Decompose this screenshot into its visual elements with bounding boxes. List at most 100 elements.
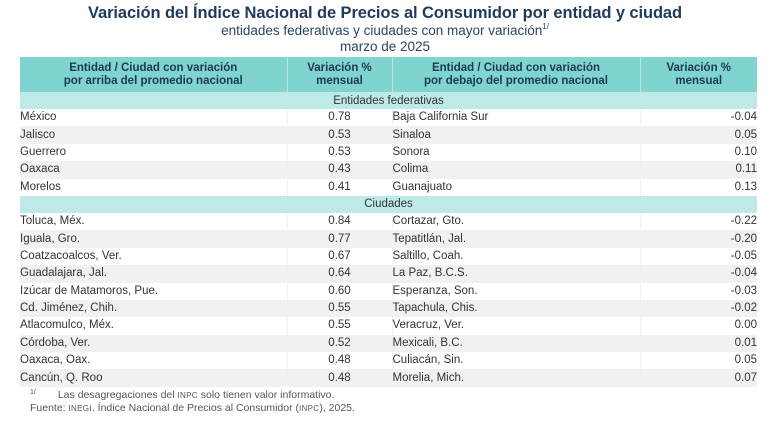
cell-above-name: Iguala, Gro. bbox=[20, 230, 287, 248]
header-text: mensual bbox=[675, 74, 723, 87]
cell-below-value: 0.11 bbox=[639, 161, 757, 179]
cell-above-value: 0.41 bbox=[286, 178, 392, 196]
table-row: México 0.78 Baja California Sur -0.04 bbox=[20, 109, 757, 127]
table-row: Toluca, Méx. 0.84 Cortazar, Gto. -0.22 bbox=[20, 212, 757, 231]
report-title: Variación del Índice Nacional de Precios… bbox=[88, 4, 682, 22]
cell-above-name: México bbox=[20, 111, 57, 124]
header-text: por debajo del promedio nacional bbox=[423, 74, 609, 87]
source-text-pre: . Índice Nacional de Precios al Consumid… bbox=[91, 402, 299, 414]
cell-above-value: 0.64 bbox=[286, 265, 392, 283]
header-below-value: Variación % mensual bbox=[639, 57, 757, 92]
table-header-row: Entidad / Ciudad con variación por arriba… bbox=[20, 57, 757, 92]
report-subtitle: entidades federativas y ciudades con may… bbox=[0, 22, 770, 38]
cell-below-value: 0.01 bbox=[639, 334, 757, 353]
footnote-text-pre: Las desagregaciones del bbox=[57, 389, 178, 401]
table-row: Morelos 0.41 Guanajuato 0.13 bbox=[20, 178, 757, 196]
cell-below-value: -0.04 bbox=[639, 265, 757, 283]
section-label: Entidades federativas bbox=[20, 92, 757, 109]
cell-below-value: -0.02 bbox=[639, 299, 757, 318]
table-row: Izúcar de Matamoros, Pue. 0.60 Esperanza, … bbox=[20, 282, 757, 300]
footnote-abbrev: INPC bbox=[177, 391, 198, 400]
header-above-name: Entidad / Ciudad con variación por arriba… bbox=[20, 57, 287, 92]
cell-above-name: Izúcar de Matamoros, Pue. bbox=[20, 284, 159, 297]
cell-above-value: 0.53 bbox=[286, 143, 392, 162]
cell-above-value: 0.53 bbox=[286, 126, 392, 144]
cell-above-name: Morelos bbox=[20, 180, 61, 193]
cell-below-value: 0.05 bbox=[639, 126, 757, 144]
cell-above-name: Guadalajara, Jal. bbox=[20, 265, 287, 283]
cell-below-name: La Paz, B.C.S. bbox=[391, 265, 640, 283]
source-label: Fuente: bbox=[30, 402, 69, 414]
cell-below-name: Sinaloa bbox=[391, 126, 640, 144]
cell-below-name: Veracruz, Ver. bbox=[391, 317, 640, 335]
cell-above-name: Atlacomulco, Méx. bbox=[20, 319, 114, 332]
cell-above-value: 0.48 bbox=[286, 369, 392, 387]
header-text: Entidad / Ciudad con variación bbox=[69, 61, 238, 74]
table-row: Córdoba, Ver. 0.52 Mexicali, B.C. 0.01 bbox=[20, 334, 757, 353]
cell-above-value: 0.78 bbox=[286, 109, 392, 127]
subtitle-text: entidades federativas y ciudades con may… bbox=[221, 23, 543, 38]
cell-below-name: Saltillo, Coah. bbox=[391, 247, 640, 266]
cell-below-value: -0.05 bbox=[639, 247, 757, 266]
cell-above-name: Toluca, Méx. bbox=[20, 215, 85, 228]
section-row: Ciudades bbox=[20, 195, 757, 213]
table-row: Atlacomulco, Méx. 0.55 Veracruz, Ver. 0.00 bbox=[20, 317, 757, 335]
cell-below-name: Mexicali, B.C. bbox=[391, 334, 640, 353]
source-text-post: ), 2025. bbox=[319, 402, 355, 414]
table-row: Cancún, Q. Roo 0.48 Morelia, Mich. 0.07 bbox=[20, 369, 757, 387]
cell-below-name: Guanajuato bbox=[391, 178, 640, 196]
footnote-text-post: solo tienen valor informativo. bbox=[197, 389, 335, 401]
cell-below-name: Tepatitlán, Jal. bbox=[391, 230, 640, 248]
cell-below-name: Sonora bbox=[391, 143, 640, 162]
cell-above-name: Jalisco bbox=[20, 126, 287, 144]
header-text: Entidad / Ciudad con variación bbox=[431, 61, 601, 74]
footnote-marker: 1/ bbox=[30, 389, 36, 396]
cell-above-value: 0.84 bbox=[286, 212, 392, 231]
cell-below-value: 0.00 bbox=[639, 317, 757, 335]
source-abbrev: INPC bbox=[299, 404, 320, 413]
cell-above-value: 0.52 bbox=[286, 334, 392, 353]
cell-below-value: -0.20 bbox=[639, 230, 757, 248]
table-row: Oaxaca, Oax. 0.48 Culiacán, Sin. 0.05 bbox=[20, 352, 757, 370]
cell-above-name: Cancún, Q. Roo bbox=[20, 369, 287, 387]
cell-below-name: Colima bbox=[391, 161, 640, 179]
table-row: Guadalajara, Jal. 0.64 La Paz, B.C.S. -0.04 bbox=[20, 265, 757, 283]
cell-above-name: Coatzacoalcos, Ver. bbox=[20, 249, 122, 262]
header-text: por arriba del promedio nacional bbox=[63, 74, 243, 87]
cell-above-name: Córdoba, Ver. bbox=[20, 334, 287, 353]
section-row: Entidades federativas bbox=[20, 92, 757, 109]
cell-below-value: -0.03 bbox=[639, 282, 757, 300]
cell-above-value: 0.77 bbox=[286, 230, 392, 248]
cell-above-name: Oaxaca, Oax. bbox=[20, 354, 91, 367]
cell-above-value: 0.55 bbox=[286, 299, 392, 318]
cell-below-name: Tapachula, Chis. bbox=[391, 299, 640, 318]
cell-above-name: Cd. Jiménez, Chih. bbox=[20, 299, 287, 318]
inflation-table: Entidad / Ciudad con variación por arriba… bbox=[20, 57, 757, 387]
cell-below-value: -0.22 bbox=[639, 212, 757, 231]
cell-below-value: 0.07 bbox=[639, 369, 757, 387]
cell-above-value: 0.67 bbox=[286, 247, 392, 266]
cell-below-value: 0.10 bbox=[639, 143, 757, 162]
table-row: Iguala, Gro. 0.77 Tepatitlán, Jal. -0.20 bbox=[20, 230, 757, 248]
cell-above-value: 0.55 bbox=[286, 317, 392, 335]
cell-above-name: Guerrero bbox=[20, 145, 67, 158]
cell-below-value: 0.13 bbox=[639, 178, 757, 196]
section-label: Ciudades bbox=[20, 195, 757, 213]
cell-below-name: Cortazar, Gto. bbox=[391, 212, 640, 231]
table-row: Guerrero 0.53 Sonora 0.10 bbox=[20, 143, 757, 162]
table-body: Entidades federativas México 0.78 Baja Cali… bbox=[20, 92, 757, 387]
footnote-note: 1/Las desagregaciones del INPC solo tien… bbox=[30, 389, 334, 401]
cell-below-value: -0.04 bbox=[639, 109, 757, 127]
footnote-source: Fuente: INEGI. Índice Nacional de Precio… bbox=[30, 402, 355, 414]
cell-above-value: 0.60 bbox=[286, 282, 392, 300]
cell-below-name: Esperanza, Son. bbox=[391, 282, 640, 300]
header-text: mensual bbox=[316, 74, 363, 87]
header-text: Variación % bbox=[666, 61, 732, 74]
header-above-value: Variación % mensual bbox=[286, 57, 392, 92]
cell-above-name: Oaxaca bbox=[20, 161, 287, 179]
cell-below-value: 0.05 bbox=[639, 352, 757, 370]
subtitle-footnote-marker: 1/ bbox=[542, 22, 549, 31]
cell-below-name: Baja California Sur bbox=[391, 109, 640, 127]
table-row: Oaxaca 0.43 Colima 0.11 bbox=[20, 161, 757, 179]
report-period: marzo de 2025 bbox=[339, 39, 431, 54]
